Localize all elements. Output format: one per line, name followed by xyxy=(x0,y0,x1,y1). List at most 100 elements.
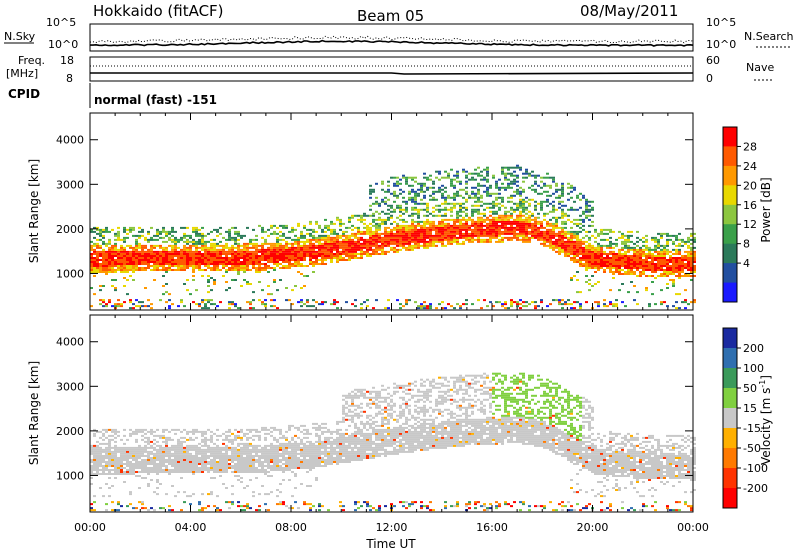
scatter-cell xyxy=(564,241,567,243)
scatter-cell xyxy=(222,261,225,263)
scatter-cell xyxy=(570,227,573,229)
scatter-cell xyxy=(459,219,462,221)
scatter-cell xyxy=(489,239,492,241)
scatter-cell xyxy=(180,259,183,261)
scatter-cell xyxy=(609,243,612,245)
scatter-cell xyxy=(555,241,558,243)
scatter-cell xyxy=(345,259,348,261)
scatter-cell xyxy=(168,449,171,451)
scatter-cell xyxy=(162,293,165,295)
scatter-cell xyxy=(174,469,177,471)
scatter-cell xyxy=(225,251,228,253)
scatter-cell xyxy=(552,217,555,219)
scatter-cell xyxy=(201,301,204,303)
scatter-cell xyxy=(243,471,246,473)
scatter-cell xyxy=(411,245,414,247)
scatter-cell xyxy=(219,257,222,259)
scatter-cell xyxy=(600,231,603,233)
scatter-cell xyxy=(321,303,324,305)
scatter-cell xyxy=(648,263,651,265)
scatter-cell xyxy=(312,305,315,307)
scatter-cell xyxy=(366,233,369,235)
scatter-cell xyxy=(609,261,612,263)
scatter-cell xyxy=(531,301,534,303)
scatter-cell xyxy=(126,259,129,261)
scatter-cell xyxy=(168,269,171,271)
scatter-cell xyxy=(147,451,150,453)
scatter-cell xyxy=(168,461,171,463)
scatter-cell xyxy=(339,247,342,249)
scatter-cell xyxy=(597,251,600,253)
scatter-cell xyxy=(123,269,126,271)
scatter-cell xyxy=(420,183,423,185)
scatter-cell xyxy=(234,279,237,281)
scatter-cell xyxy=(300,251,303,253)
scatter-cell xyxy=(93,269,96,271)
scatter-cell xyxy=(324,245,327,247)
scatter-cell xyxy=(222,251,225,253)
scatter-cell xyxy=(336,235,339,237)
scatter-cell xyxy=(228,239,231,241)
scatter-cell xyxy=(435,215,438,217)
scatter-cell xyxy=(210,449,213,451)
scatter-cell xyxy=(438,205,441,207)
scatter-cell xyxy=(540,235,543,237)
scatter-cell xyxy=(165,271,168,273)
scatter-cell xyxy=(552,249,555,251)
y-tick-label: 1000 xyxy=(56,267,84,280)
scatter-cell xyxy=(639,259,642,261)
scatter-cell xyxy=(351,247,354,249)
scatter-cell xyxy=(141,463,144,465)
scatter-cell xyxy=(384,233,387,235)
scatter-cell xyxy=(471,303,474,305)
scatter-cell xyxy=(639,275,642,277)
scatter-cell xyxy=(198,447,201,449)
scatter-cell xyxy=(177,439,180,441)
scatter-cell xyxy=(405,207,408,209)
scatter-cell xyxy=(132,449,135,451)
scatter-cell xyxy=(336,239,339,241)
scatter-cell xyxy=(237,307,240,309)
scatter-cell xyxy=(114,261,117,263)
scatter-cell xyxy=(213,249,216,251)
scatter-cell xyxy=(642,251,645,253)
scatter-cell xyxy=(495,229,498,231)
scatter-cell xyxy=(465,215,468,217)
scatter-cell xyxy=(477,217,480,219)
scatter-cell xyxy=(582,197,585,199)
scatter-cell xyxy=(111,263,114,265)
scatter-cell xyxy=(102,461,105,463)
scatter-cell xyxy=(105,303,108,305)
scatter-cell xyxy=(654,257,657,259)
scatter-cell xyxy=(600,267,603,269)
scatter-cell xyxy=(180,477,183,479)
scatter-cell xyxy=(105,467,108,469)
scatter-cell xyxy=(558,227,561,229)
scatter-cell xyxy=(447,239,450,241)
scatter-cell xyxy=(567,209,570,211)
scatter-cell xyxy=(564,245,567,247)
scatter-cell xyxy=(165,263,168,265)
scatter-cell xyxy=(636,255,639,257)
scatter-cell xyxy=(414,243,417,245)
scatter-cell xyxy=(231,249,234,251)
scatter-cell xyxy=(414,207,417,209)
scatter-cell xyxy=(579,241,582,243)
scatter-cell xyxy=(132,471,135,473)
scatter-cell xyxy=(204,241,207,243)
scatter-cell xyxy=(93,461,96,463)
scatter-cell xyxy=(666,273,669,275)
scatter-cell xyxy=(552,233,555,235)
scatter-cell xyxy=(357,233,360,235)
scatter-cell xyxy=(531,175,534,177)
scatter-cell xyxy=(525,169,528,171)
scatter-cell xyxy=(447,231,450,233)
scatter-cell xyxy=(210,299,213,301)
scatter-cell xyxy=(564,231,567,233)
scatter-cell xyxy=(258,263,261,265)
scatter-cell xyxy=(504,233,507,235)
scatter-cell xyxy=(189,245,192,247)
colorbar-tick-label: 12 xyxy=(743,218,757,231)
scatter-cell xyxy=(306,305,309,307)
scatter-cell xyxy=(642,241,645,243)
